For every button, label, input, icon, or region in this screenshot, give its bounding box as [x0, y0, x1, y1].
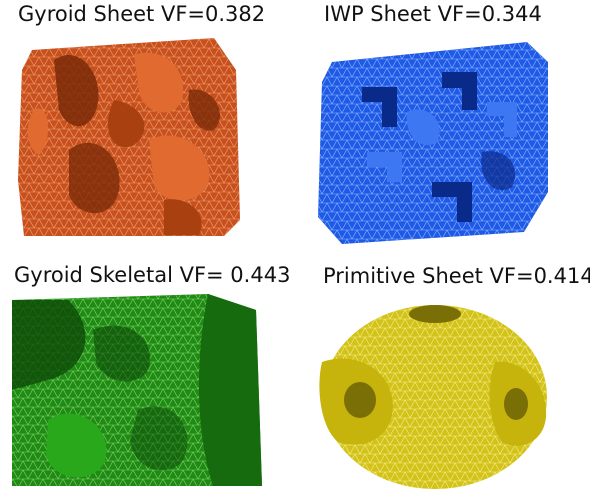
primitive-sheet-render: [310, 292, 560, 492]
gyroid-sheet-label: Gyroid Sheet VF=0.382: [18, 2, 266, 26]
primitive-sheet-label: Primitive Sheet VF=0.414: [323, 264, 590, 288]
gyroid-sheet-render: [14, 30, 246, 242]
gyroid-skeletal-label: Gyroid Skeletal VF= 0.443: [14, 263, 291, 287]
iwp-sheet-render: [312, 32, 556, 248]
gyroid-skeletal-render: [8, 290, 266, 490]
iwp-sheet-label: IWP Sheet VF=0.344: [324, 2, 542, 26]
